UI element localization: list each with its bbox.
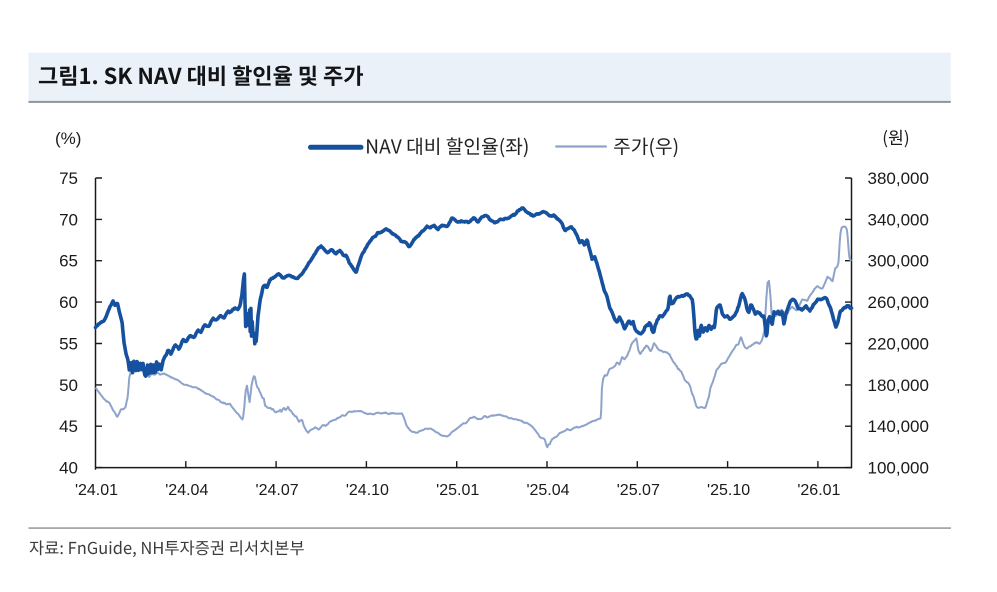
- svg-text:'25.01: '25.01: [436, 482, 479, 499]
- svg-text:40: 40: [59, 459, 78, 478]
- svg-text:260,000: 260,000: [868, 293, 929, 312]
- svg-text:'25.10: '25.10: [707, 482, 750, 499]
- svg-text:'26.01: '26.01: [797, 482, 840, 499]
- svg-text:'25.07: '25.07: [617, 482, 660, 499]
- svg-text:60: 60: [59, 293, 78, 312]
- svg-text:'24.07: '24.07: [256, 482, 299, 499]
- svg-text:65: 65: [59, 252, 78, 271]
- svg-text:300,000: 300,000: [868, 252, 929, 271]
- svg-text:340,000: 340,000: [868, 210, 929, 229]
- svg-text:'25.04: '25.04: [526, 482, 569, 499]
- svg-text:75: 75: [59, 169, 78, 188]
- svg-text:140,000: 140,000: [868, 417, 929, 436]
- svg-text:180,000: 180,000: [868, 376, 929, 395]
- svg-text:(%): (%): [55, 129, 81, 148]
- svg-text:'24.04: '24.04: [165, 482, 208, 499]
- svg-text:100,000: 100,000: [868, 459, 929, 478]
- svg-text:'24.01: '24.01: [75, 482, 118, 499]
- svg-text:380,000: 380,000: [868, 169, 929, 188]
- svg-text:220,000: 220,000: [868, 335, 929, 354]
- svg-text:50: 50: [59, 376, 78, 395]
- svg-text:'24.10: '24.10: [346, 482, 389, 499]
- svg-text:45: 45: [59, 417, 78, 436]
- svg-text:70: 70: [59, 210, 78, 229]
- svg-text:55: 55: [59, 335, 78, 354]
